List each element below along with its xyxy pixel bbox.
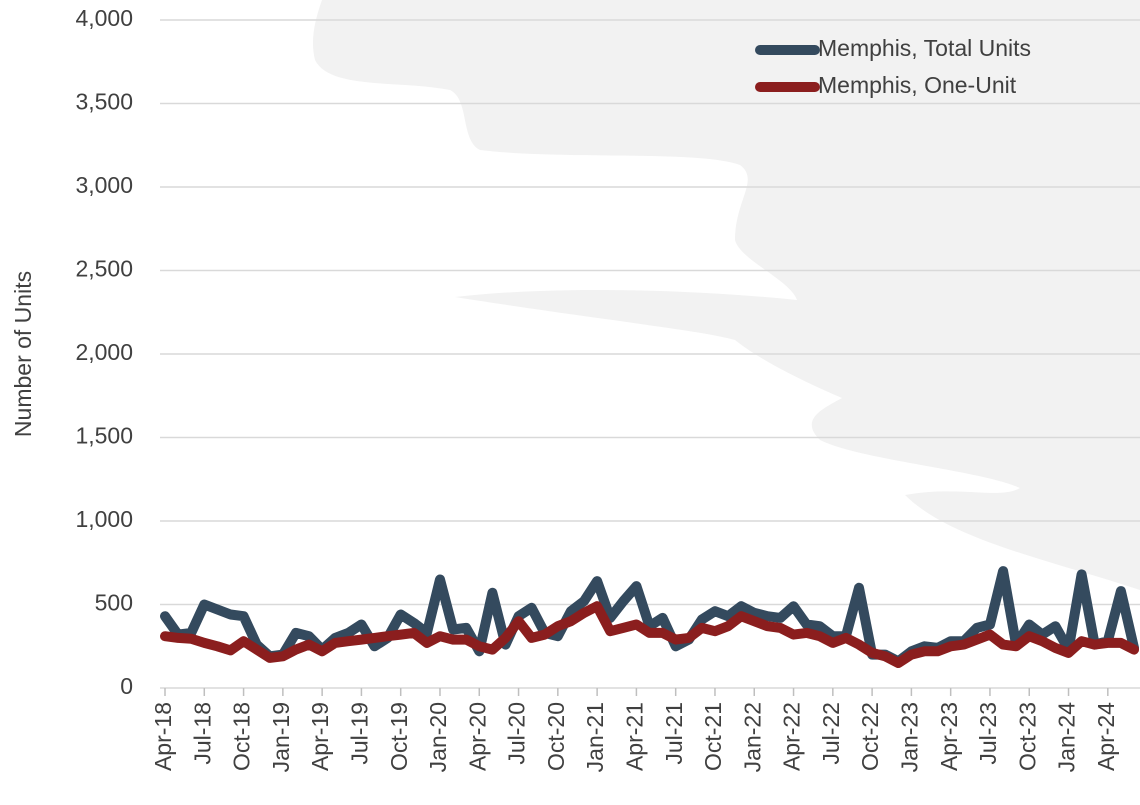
y-axis-label: Number of Units — [10, 271, 36, 437]
x-tick-label: Oct-22 — [857, 702, 883, 771]
x-tick-label: Apr-21 — [621, 702, 647, 771]
y-tick-label: 500 — [95, 590, 133, 616]
x-tick-label: Jan-22 — [739, 702, 765, 772]
legend-label: Memphis, One-Unit — [818, 72, 1017, 98]
x-tick-label: Jul-20 — [504, 702, 530, 765]
x-tick-label: Oct-20 — [543, 702, 569, 771]
x-tick-label: Apr-19 — [307, 702, 333, 771]
x-tick-label: Apr-20 — [464, 702, 490, 771]
y-tick-label: 1,000 — [75, 506, 133, 532]
y-tick-label: 3,000 — [75, 172, 133, 198]
legend-label: Memphis, Total Units — [818, 35, 1031, 61]
chart: Number of Units 0 500 1,000 1,500 2,000 2,500… — [0, 0, 1140, 805]
x-tick-label: Oct-19 — [386, 702, 412, 771]
x-tick-label: Jul-22 — [818, 702, 844, 765]
y-tick-label: 3,500 — [75, 89, 133, 115]
x-tick-label: Apr-22 — [779, 702, 805, 771]
x-tick-label: Oct-23 — [1014, 702, 1040, 771]
x-tick-label: Jul-23 — [975, 702, 1001, 765]
y-tick-label: 4,000 — [75, 5, 133, 31]
y-tick-label: 0 — [120, 673, 133, 699]
y-tick-label: 2,500 — [75, 256, 133, 282]
x-tick-label: Jan-19 — [268, 702, 294, 772]
x-tick-label: Jan-21 — [582, 702, 608, 772]
x-tick-label: Apr-24 — [1093, 702, 1119, 771]
x-tick-label: Apr-18 — [150, 702, 176, 771]
x-tick-label: Jul-18 — [189, 702, 215, 765]
x-tick-label: Apr-23 — [936, 702, 962, 771]
x-tick-label: Jan-24 — [1054, 702, 1080, 773]
x-tick-label: Oct-21 — [700, 702, 726, 771]
x-tick-label: Jan-23 — [896, 702, 922, 772]
x-tick-label: Jul-21 — [661, 702, 687, 765]
x-tick-label: Oct-18 — [229, 702, 255, 771]
x-tick-label: Jul-19 — [346, 702, 372, 765]
y-tick-label: 2,000 — [75, 339, 133, 365]
x-tick-label: Jan-20 — [425, 702, 451, 772]
y-tick-label: 1,500 — [75, 423, 133, 449]
